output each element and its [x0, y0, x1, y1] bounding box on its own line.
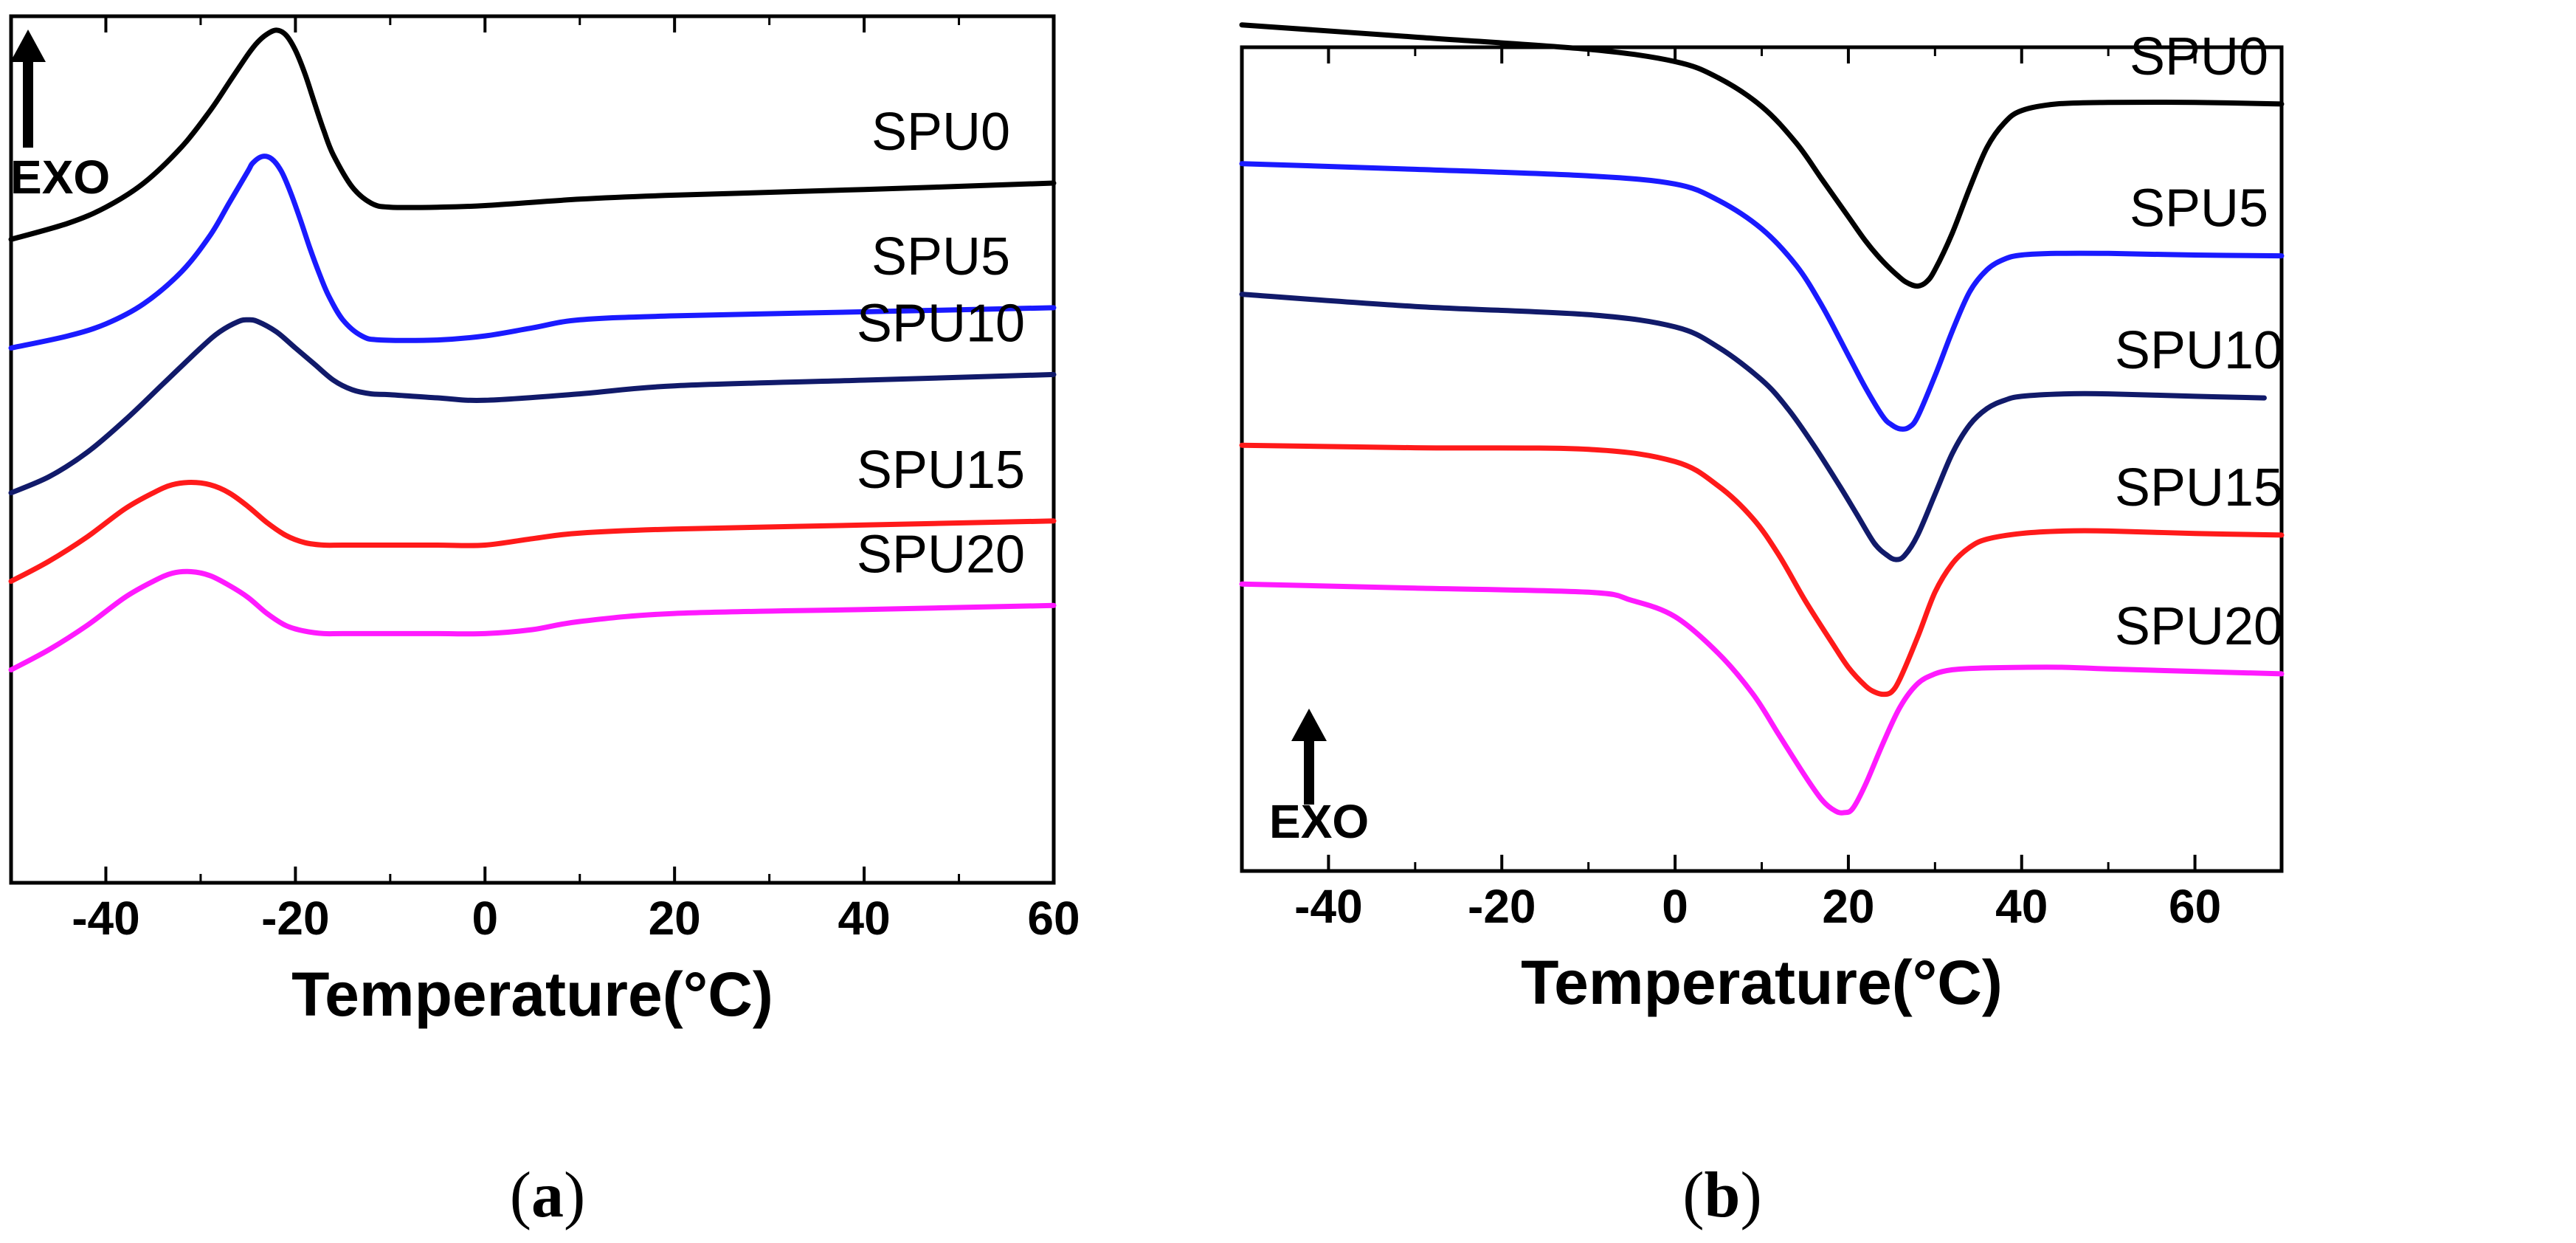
legend-label-spu20: SPU20	[857, 525, 1025, 584]
x-tick-label: 60	[2169, 880, 2221, 933]
panel-caption: (a)	[510, 1160, 586, 1231]
legend-label-spu15: SPU15	[857, 441, 1025, 500]
x-tick-label: 60	[1027, 892, 1080, 945]
chart-panel-a: SPU0 SPU5 SPU10 SPU15 SPU20 -40 -20 0 20 40 60 Temp…	[8, 14, 1080, 1231]
exo-arrow-icon	[1291, 709, 1327, 805]
legend-label-spu10: SPU10	[857, 294, 1025, 353]
x-axis-title: Temperature(°C)	[291, 960, 773, 1029]
series-line-spu20	[8, 568, 1057, 672]
x-tick-label: 20	[1822, 880, 1874, 933]
legend-label-spu0: SPU0	[871, 103, 1010, 162]
legend-label-spu15: SPU15	[2115, 458, 2283, 517]
x-tick-label: 40	[838, 892, 890, 945]
legend-label-spu5: SPU5	[871, 227, 1010, 286]
x-tick-label: 0	[1662, 880, 1688, 933]
series-line-spu10	[8, 317, 1057, 496]
x-tick-label: -20	[261, 892, 330, 945]
panel-caption-letter: b	[1705, 1160, 1741, 1231]
series-line-spu15	[1239, 442, 2285, 698]
legend-label-spu20: SPU20	[2115, 597, 2283, 656]
chart-panel-b: SPU0 SPU5 SPU10 SPU15 SPU20 -40 -20 0 20 40 60 Temp…	[1239, 22, 2285, 1231]
series-line-spu20	[1239, 581, 2285, 816]
x-tick-label: -40	[1294, 880, 1363, 933]
panel-caption-letter: a	[531, 1160, 564, 1231]
exo-label: EXO	[10, 151, 110, 204]
x-axis-title: Temperature(°C)	[1521, 948, 2003, 1017]
x-tick-label: 40	[1995, 880, 2048, 933]
x-tick-label: -40	[72, 892, 140, 945]
series-line-spu15	[8, 480, 1057, 584]
series-line-spu10	[1239, 292, 2267, 562]
exo-arrow-icon	[10, 30, 46, 148]
series-line-spu0	[8, 27, 1057, 242]
legend-label-spu0: SPU0	[2130, 27, 2268, 86]
series-line-spu0	[1239, 22, 2285, 289]
x-tick-label: 20	[649, 892, 701, 945]
x-tick-label: 0	[472, 892, 498, 945]
series-line-spu5	[1239, 161, 2285, 432]
x-tick-label: -20	[1468, 880, 1536, 933]
exo-label: EXO	[1269, 795, 1369, 848]
legend-label-spu5: SPU5	[2130, 179, 2268, 238]
legend-label-spu10: SPU10	[2115, 321, 2283, 380]
plot-frame	[9, 14, 1056, 885]
panel-caption: (b)	[1682, 1160, 1762, 1231]
series-line-spu5	[8, 154, 1057, 351]
